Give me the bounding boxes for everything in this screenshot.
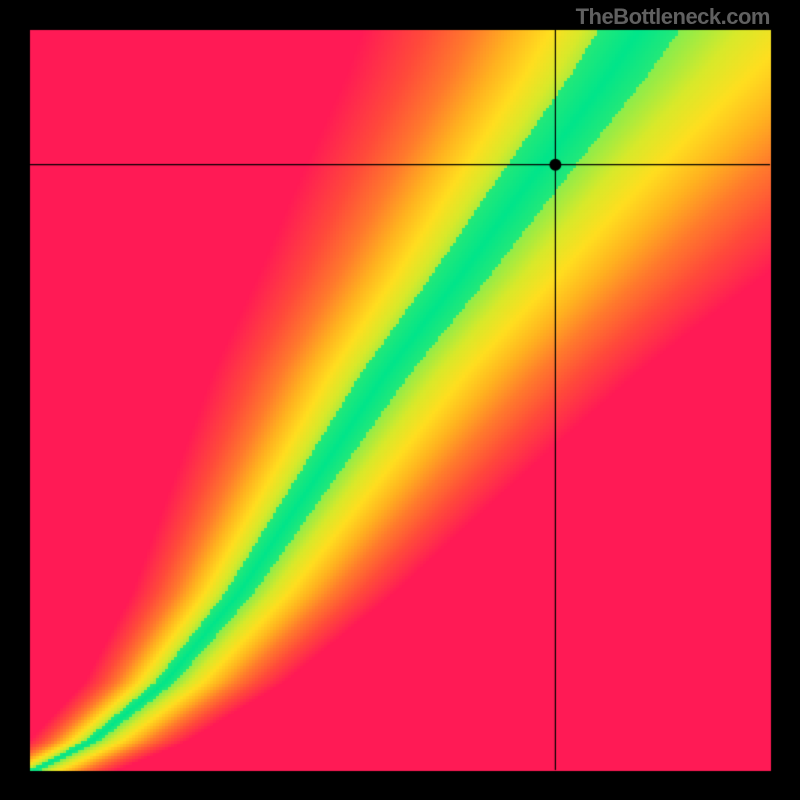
watermark-text: TheBottleneck.com [576, 4, 770, 30]
bottleneck-heatmap [0, 0, 800, 800]
chart-container: TheBottleneck.com [0, 0, 800, 800]
